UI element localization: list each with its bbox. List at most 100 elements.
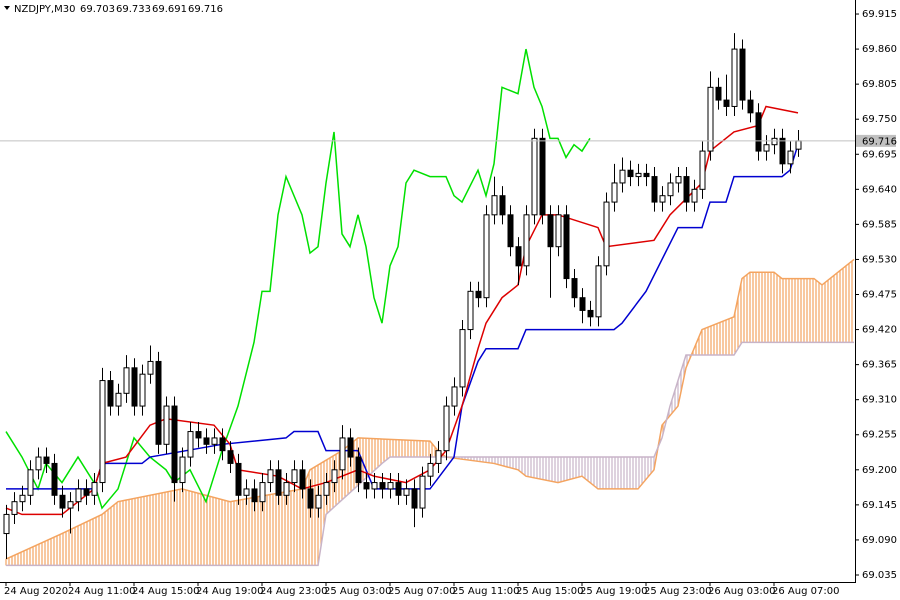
candle-body (635, 172, 642, 178)
candle-body (355, 456, 362, 484)
candle-body (435, 450, 442, 464)
candle-body (211, 437, 218, 445)
header-open: 69.703 (80, 4, 115, 15)
y-tick-label: 69.310 (862, 395, 897, 406)
candle-body (259, 482, 266, 503)
y-tick-label: 69.365 (862, 360, 897, 371)
candle-body (403, 488, 410, 496)
candle-body (243, 488, 250, 496)
candle-body (787, 150, 794, 165)
x-tick-label: 25 Aug 07:00 (388, 586, 455, 597)
dropdown-icon[interactable] (4, 6, 10, 10)
header-close: 69.716 (188, 4, 223, 15)
y-tick-label: 69.475 (862, 290, 897, 301)
candle-body (347, 437, 354, 458)
candle-body (547, 214, 554, 248)
candle-body (163, 405, 170, 445)
y-tick-label: 69.640 (862, 184, 897, 195)
candle-body (531, 137, 538, 216)
candle-body (379, 482, 386, 490)
x-tick-label: 25 Aug 03:00 (324, 586, 391, 597)
candle-body (715, 86, 722, 101)
candle-body (147, 360, 154, 375)
candle-body (27, 469, 34, 496)
x-tick-label: 26 Aug 03:00 (708, 586, 775, 597)
candle-body (611, 182, 618, 203)
y-tick-label: 69.585 (862, 219, 897, 230)
candle-body (603, 201, 610, 267)
candle-body (307, 488, 314, 509)
candle-body (627, 169, 634, 178)
candle-body (219, 437, 226, 452)
candle-body (747, 99, 754, 114)
candle-body (731, 48, 738, 107)
candle-body (595, 265, 602, 318)
candle-body (395, 482, 402, 496)
candle-body (3, 513, 10, 535)
candle-body (659, 195, 666, 203)
candle-body (419, 475, 426, 509)
y-tick-label: 69.530 (862, 254, 897, 265)
candles (3, 33, 802, 560)
y-tick-label: 69.145 (862, 500, 897, 511)
candle-body (699, 150, 706, 190)
candle-body (387, 482, 394, 490)
x-tick-label: 24 Aug 19:00 (196, 586, 263, 597)
candle-body (771, 137, 778, 146)
symbol-title: NZDJPY,M30 (14, 4, 75, 15)
y-tick-label: 69.860 (862, 44, 897, 55)
candle-body (427, 462, 434, 477)
candle-body (227, 450, 234, 464)
x-tick-label: 25 Aug 19:00 (580, 586, 647, 597)
y-tick-label: 69.090 (862, 535, 897, 546)
candle-body (675, 176, 682, 184)
candle-body (651, 176, 658, 203)
candle-body (123, 367, 130, 394)
candle-body (739, 48, 746, 101)
candle-body (763, 144, 770, 152)
x-tick-label: 25 Aug 11:00 (452, 586, 519, 597)
candle-body (299, 469, 306, 490)
candle-body (19, 494, 26, 503)
header-low: 69.691 (152, 4, 187, 15)
candle-body (571, 278, 578, 299)
candle-body (83, 488, 90, 496)
candle-body (11, 501, 18, 515)
x-tick-label: 25 Aug 15:00 (516, 586, 583, 597)
candle-body (131, 367, 138, 407)
candle-body (459, 329, 466, 388)
candle-body (35, 456, 42, 471)
candle-body (443, 405, 450, 452)
candle-body (515, 246, 522, 267)
candle-body (795, 140, 802, 150)
candle-body (187, 431, 194, 458)
y-tick-label: 69.695 (862, 149, 897, 160)
candle-body (691, 188, 698, 203)
candle-body (115, 392, 122, 407)
candle-body (43, 456, 50, 464)
candle-body (619, 169, 626, 184)
candle-body (155, 360, 162, 445)
x-tick-label: 24 Aug 11:00 (68, 586, 135, 597)
current-price-label: 69.716 (862, 136, 897, 147)
cloud (5, 258, 855, 567)
candle-body (283, 482, 290, 496)
candle-body (467, 290, 474, 331)
candle-body (331, 469, 338, 484)
candle-body (507, 214, 514, 248)
candle-body (555, 214, 562, 248)
candle-body (491, 195, 498, 216)
candle-body (779, 137, 786, 165)
y-tick-label: 69.805 (862, 79, 897, 90)
x-tick-label: 26 Aug 07:00 (772, 586, 839, 597)
candle-body (323, 482, 330, 496)
candle-body (179, 456, 186, 484)
candle-body (139, 373, 146, 407)
candle-body (587, 309, 594, 318)
candle-body (483, 214, 490, 299)
candle-body (451, 386, 458, 407)
candle-body (195, 431, 202, 439)
cloud-span (6, 341, 854, 567)
